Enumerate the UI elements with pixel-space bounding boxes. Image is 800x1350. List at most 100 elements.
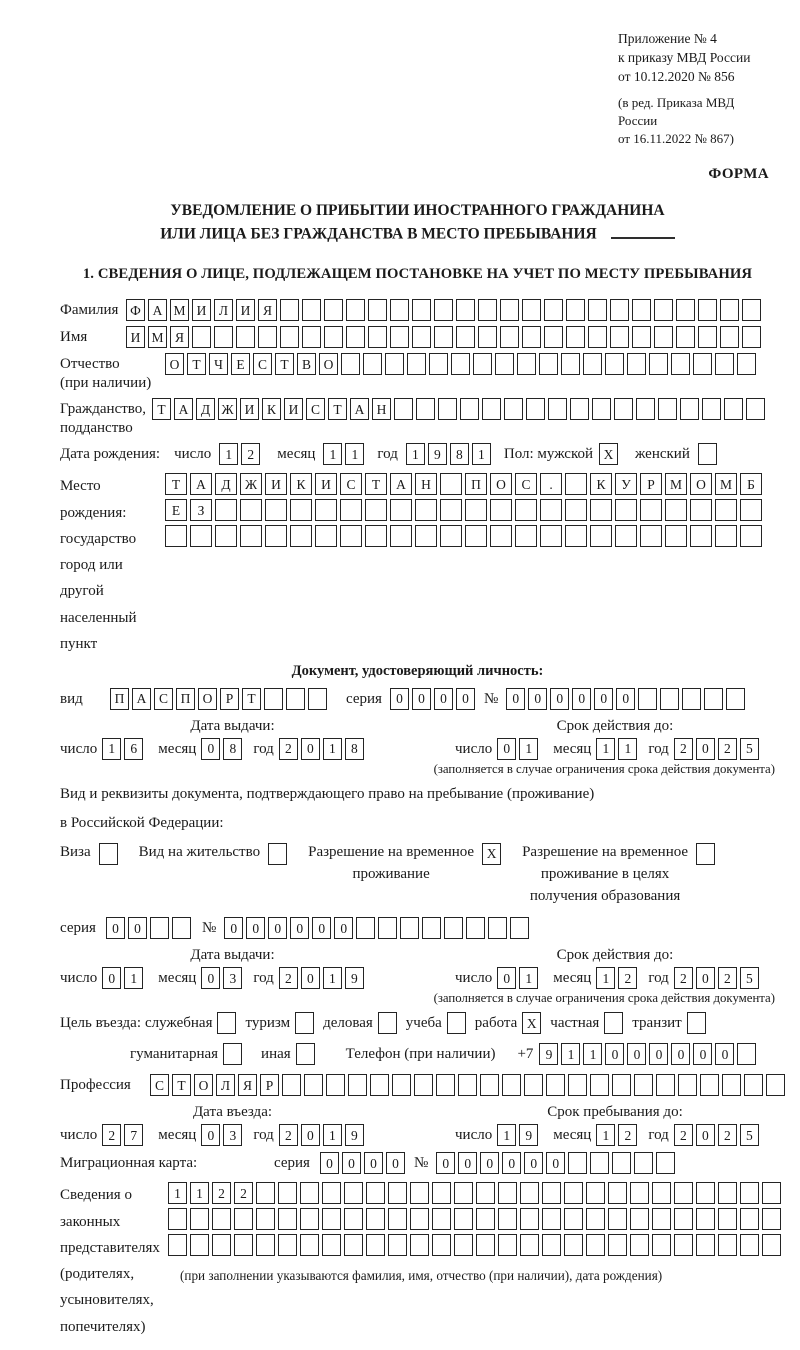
char-cell[interactable] bbox=[240, 499, 262, 522]
char-cell[interactable] bbox=[720, 326, 739, 349]
char-cell[interactable] bbox=[674, 1234, 693, 1257]
char-cell[interactable]: 5 bbox=[739, 738, 759, 761]
char-cell[interactable]: 0 bbox=[550, 688, 570, 711]
char-cell[interactable] bbox=[422, 917, 442, 940]
char-cell[interactable] bbox=[432, 1234, 451, 1257]
char-cell[interactable] bbox=[690, 499, 712, 522]
char-cell[interactable]: М bbox=[170, 299, 189, 322]
char-cell[interactable] bbox=[698, 326, 717, 349]
char-cell[interactable] bbox=[590, 525, 612, 548]
char-cell[interactable]: И bbox=[236, 299, 255, 322]
char-cell[interactable] bbox=[429, 353, 448, 376]
char-cell[interactable]: 2 bbox=[673, 967, 693, 990]
char-cell[interactable]: 1 bbox=[618, 738, 638, 761]
char-cell[interactable]: 2 bbox=[102, 1124, 122, 1147]
char-cell[interactable] bbox=[524, 1074, 543, 1097]
char-cell[interactable] bbox=[315, 499, 337, 522]
char-cell[interactable]: 0 bbox=[671, 1043, 691, 1066]
char-cell[interactable] bbox=[438, 398, 457, 421]
char-cell[interactable] bbox=[400, 917, 420, 940]
char-cell[interactable] bbox=[290, 499, 312, 522]
char-cell[interactable]: Т bbox=[152, 398, 171, 421]
char-cell[interactable] bbox=[700, 1074, 719, 1097]
char-cell[interactable] bbox=[671, 353, 690, 376]
char-cell[interactable]: Я bbox=[170, 326, 189, 349]
char-cell[interactable] bbox=[502, 1074, 521, 1097]
char-cell[interactable] bbox=[696, 843, 716, 866]
char-cell[interactable]: 2 bbox=[673, 1124, 693, 1147]
char-cell[interactable]: Б bbox=[740, 473, 762, 496]
char-cell[interactable]: 0 bbox=[341, 1152, 361, 1175]
char-cell[interactable] bbox=[390, 326, 409, 349]
char-cell[interactable] bbox=[500, 326, 519, 349]
char-cell[interactable]: 3 bbox=[223, 1124, 243, 1147]
char-cell[interactable]: Т bbox=[165, 473, 187, 496]
char-cell[interactable] bbox=[234, 1208, 253, 1231]
char-cell[interactable] bbox=[588, 299, 607, 322]
char-cell[interactable]: И bbox=[126, 326, 145, 349]
char-cell[interactable] bbox=[344, 1234, 363, 1257]
char-cell[interactable] bbox=[348, 1074, 367, 1097]
char-cell[interactable] bbox=[546, 1074, 565, 1097]
char-cell[interactable] bbox=[632, 326, 651, 349]
char-cell[interactable]: О bbox=[690, 473, 712, 496]
char-cell[interactable]: И bbox=[240, 398, 259, 421]
char-cell[interactable] bbox=[605, 353, 624, 376]
char-cell[interactable] bbox=[416, 398, 435, 421]
char-cell[interactable] bbox=[366, 1182, 385, 1205]
char-cell[interactable]: 8 bbox=[344, 738, 364, 761]
char-cell[interactable] bbox=[608, 1234, 627, 1257]
char-cell[interactable] bbox=[264, 688, 283, 711]
char-cell[interactable]: 0 bbox=[201, 1124, 221, 1147]
char-cell[interactable] bbox=[696, 1208, 715, 1231]
char-cell[interactable] bbox=[715, 525, 737, 548]
char-cell[interactable] bbox=[278, 1234, 297, 1257]
char-cell[interactable]: 2 bbox=[278, 1124, 298, 1147]
char-cell[interactable] bbox=[368, 299, 387, 322]
char-cell[interactable] bbox=[341, 353, 360, 376]
char-cell[interactable]: 1 bbox=[596, 738, 616, 761]
char-cell[interactable] bbox=[614, 398, 633, 421]
char-cell[interactable] bbox=[378, 917, 398, 940]
char-cell[interactable] bbox=[504, 398, 523, 421]
char-cell[interactable] bbox=[686, 1012, 706, 1035]
char-cell[interactable] bbox=[392, 1074, 411, 1097]
char-cell[interactable] bbox=[326, 1074, 345, 1097]
char-cell[interactable]: А bbox=[190, 473, 212, 496]
char-cell[interactable]: 1 bbox=[561, 1043, 581, 1066]
char-cell[interactable] bbox=[234, 1234, 253, 1257]
char-cell[interactable] bbox=[286, 688, 305, 711]
char-cell[interactable]: 0 bbox=[502, 1152, 522, 1175]
char-cell[interactable] bbox=[649, 353, 668, 376]
char-cell[interactable]: 0 bbox=[300, 967, 320, 990]
char-cell[interactable] bbox=[665, 525, 687, 548]
char-cell[interactable] bbox=[451, 353, 470, 376]
char-cell[interactable]: 0 bbox=[436, 1152, 456, 1175]
char-cell[interactable] bbox=[498, 1182, 517, 1205]
char-cell[interactable] bbox=[674, 1208, 693, 1231]
char-cell[interactable] bbox=[660, 688, 680, 711]
char-cell[interactable]: 1 bbox=[497, 1124, 517, 1147]
char-cell[interactable] bbox=[746, 398, 765, 421]
char-cell[interactable]: Т bbox=[172, 1074, 191, 1097]
char-cell[interactable] bbox=[539, 353, 558, 376]
char-cell[interactable]: 1 bbox=[596, 1124, 616, 1147]
char-cell[interactable] bbox=[704, 688, 724, 711]
char-cell[interactable]: . bbox=[540, 473, 562, 496]
char-cell[interactable] bbox=[280, 326, 299, 349]
char-cell[interactable] bbox=[300, 1182, 319, 1205]
char-cell[interactable] bbox=[278, 1208, 297, 1231]
char-cell[interactable] bbox=[586, 1182, 605, 1205]
char-cell[interactable]: К bbox=[262, 398, 281, 421]
char-cell[interactable] bbox=[634, 1152, 654, 1175]
char-cell[interactable] bbox=[149, 917, 169, 940]
char-cell[interactable] bbox=[604, 1012, 624, 1035]
char-cell[interactable]: 1 bbox=[471, 443, 491, 466]
char-cell[interactable] bbox=[652, 1234, 671, 1257]
char-cell[interactable]: 0 bbox=[695, 738, 715, 761]
char-cell[interactable] bbox=[744, 1074, 763, 1097]
char-cell[interactable]: Л bbox=[216, 1074, 235, 1097]
char-cell[interactable]: 1 bbox=[322, 967, 342, 990]
char-cell[interactable]: 2 bbox=[278, 738, 298, 761]
char-cell[interactable] bbox=[295, 1012, 315, 1035]
